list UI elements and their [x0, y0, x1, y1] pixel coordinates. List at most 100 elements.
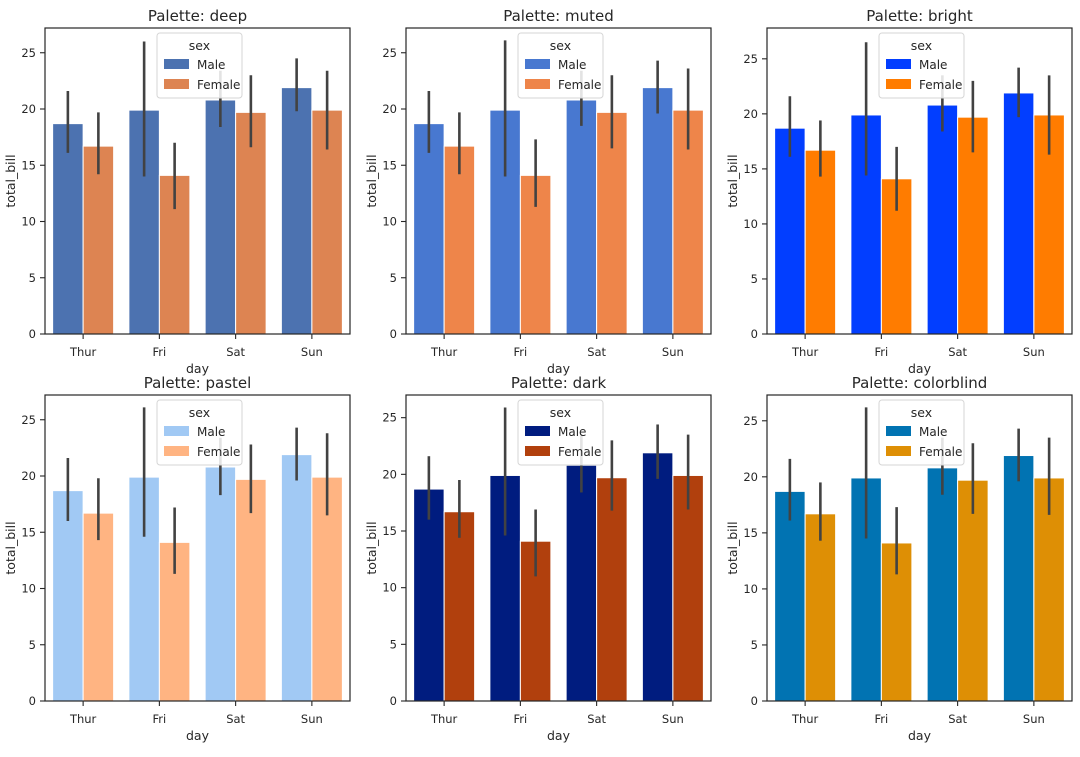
bar-male-sun	[280, 87, 313, 335]
bar-female-sat	[596, 477, 628, 702]
legend-label-female: Female	[197, 445, 240, 459]
y-tick-label: 0	[390, 694, 397, 708]
legend-swatch-male	[525, 59, 550, 69]
x-tick-label: Fri	[153, 345, 167, 359]
bar-female-thur	[82, 145, 115, 335]
y-tick-label: 20	[743, 107, 758, 121]
bar-female-sat	[596, 111, 628, 335]
chart-panel-6: 0 5 10 15 20 25 Thur Fri Sat Sun Palette: colorbli…	[725, 374, 1073, 743]
x-tick-label: Fri	[875, 345, 889, 359]
legend-swatch-male	[886, 426, 911, 436]
x-tick-label: Sun	[301, 712, 323, 726]
legend: sex Male Female	[156, 399, 243, 466]
y-tick-label: 20	[743, 470, 758, 484]
chart-title: Palette: pastel	[144, 374, 252, 392]
bar-male-sat	[926, 467, 959, 702]
x-tick-label: Sat	[948, 712, 967, 726]
x-tick-label: Thur	[791, 345, 819, 359]
bar-male-thur	[52, 490, 84, 702]
legend-label-female: Female	[558, 78, 601, 92]
chart-title: Palette: muted	[503, 7, 614, 25]
legend-label-male: Male	[197, 58, 225, 72]
bar-female-sat	[957, 116, 989, 335]
y-axis-label: total_bill	[364, 154, 379, 207]
x-tick-label: Sat	[226, 712, 245, 726]
legend-title: sex	[911, 38, 932, 53]
y-tick-label: 10	[21, 582, 36, 596]
y-tick-label: 15	[21, 525, 36, 539]
legend-swatch-female	[525, 79, 550, 89]
x-tick-label: Sun	[1023, 345, 1045, 359]
x-tick-label: Thur	[69, 712, 97, 726]
axes-frame	[766, 27, 1073, 335]
y-tick-label: 20	[21, 102, 36, 116]
bar-female-sat	[235, 478, 267, 702]
x-tick-label: Sun	[662, 345, 684, 359]
y-axis-label: total_bill	[725, 154, 740, 207]
x-axis-label: day	[908, 361, 932, 376]
y-tick-label: 0	[29, 327, 36, 341]
y-tick-label: 25	[21, 413, 36, 427]
bar-male-sat	[204, 466, 237, 702]
legend-label-male: Male	[919, 425, 947, 439]
y-tick-label: 25	[382, 46, 397, 60]
legend-label-male: Male	[558, 425, 586, 439]
y-tick-label: 25	[743, 52, 758, 66]
y-tick-label: 20	[382, 467, 397, 481]
legend: sex Male Female	[517, 399, 604, 466]
y-tick-label: 0	[751, 327, 758, 341]
y-tick-label: 15	[382, 158, 397, 172]
y-tick-label: 15	[743, 162, 758, 176]
legend-title: sex	[550, 405, 571, 420]
x-axis-label: day	[547, 361, 571, 376]
legend-title: sex	[189, 405, 210, 420]
y-tick-label: 10	[743, 582, 758, 596]
legend-swatch-female	[164, 446, 189, 456]
y-tick-label: 25	[382, 411, 397, 425]
legend-title: sex	[550, 38, 571, 53]
chart-panel-2: 0 5 10 15 20 25 Thur Fri Sat Sun Palette: muted day…	[364, 7, 712, 376]
y-tick-label: 5	[29, 271, 36, 285]
y-tick-label: 0	[751, 694, 758, 708]
x-tick-label: Thur	[69, 345, 97, 359]
y-tick-label: 10	[21, 215, 36, 229]
bar-male-thur	[413, 123, 445, 335]
legend-title: sex	[911, 405, 932, 420]
y-tick-label: 0	[29, 694, 36, 708]
legend-title: sex	[189, 38, 210, 53]
legend-swatch-female	[525, 446, 550, 456]
chart-panel-3: 0 5 10 15 20 25 Thur Fri Sat Sun Palette: bright da…	[725, 7, 1073, 376]
y-tick-label: 5	[390, 271, 397, 285]
x-tick-label: Sat	[587, 712, 606, 726]
y-tick-label: 15	[382, 524, 397, 538]
legend-label-male: Male	[919, 58, 947, 72]
bar-female-sun	[672, 474, 704, 702]
bar-male-sun	[641, 452, 674, 702]
y-tick-label: 5	[29, 638, 36, 652]
chart-title: Palette: colorblind	[852, 374, 988, 392]
bar-male-thur	[774, 127, 806, 335]
x-tick-label: Sun	[301, 345, 323, 359]
bar-female-thur	[443, 511, 476, 702]
x-tick-label: Fri	[514, 345, 528, 359]
axes-frame	[766, 394, 1073, 702]
legend-swatch-male	[164, 426, 189, 436]
x-axis-label: day	[186, 361, 210, 376]
chart-panel-4: 0 5 10 15 20 25 Thur Fri Sat Sun Palette: pastel da…	[3, 374, 351, 743]
bar-female-thur	[804, 513, 837, 702]
x-tick-label: Sun	[662, 712, 684, 726]
y-axis-label: total_bill	[364, 521, 379, 574]
x-axis-label: day	[186, 728, 210, 743]
x-tick-label: Sat	[948, 345, 967, 359]
legend: sex Male Female	[517, 32, 604, 99]
bar-male-thur	[52, 123, 84, 335]
bar-male-sun	[1002, 92, 1035, 335]
y-tick-label: 20	[382, 102, 397, 116]
legend-label-female: Female	[919, 78, 962, 92]
x-tick-label: Sun	[1023, 712, 1045, 726]
bar-male-sat	[565, 464, 598, 702]
chart-title: Palette: dark	[511, 374, 607, 392]
legend: sex Male Female	[156, 32, 243, 99]
y-axis-label: total_bill	[3, 521, 18, 574]
y-tick-label: 5	[751, 272, 758, 286]
